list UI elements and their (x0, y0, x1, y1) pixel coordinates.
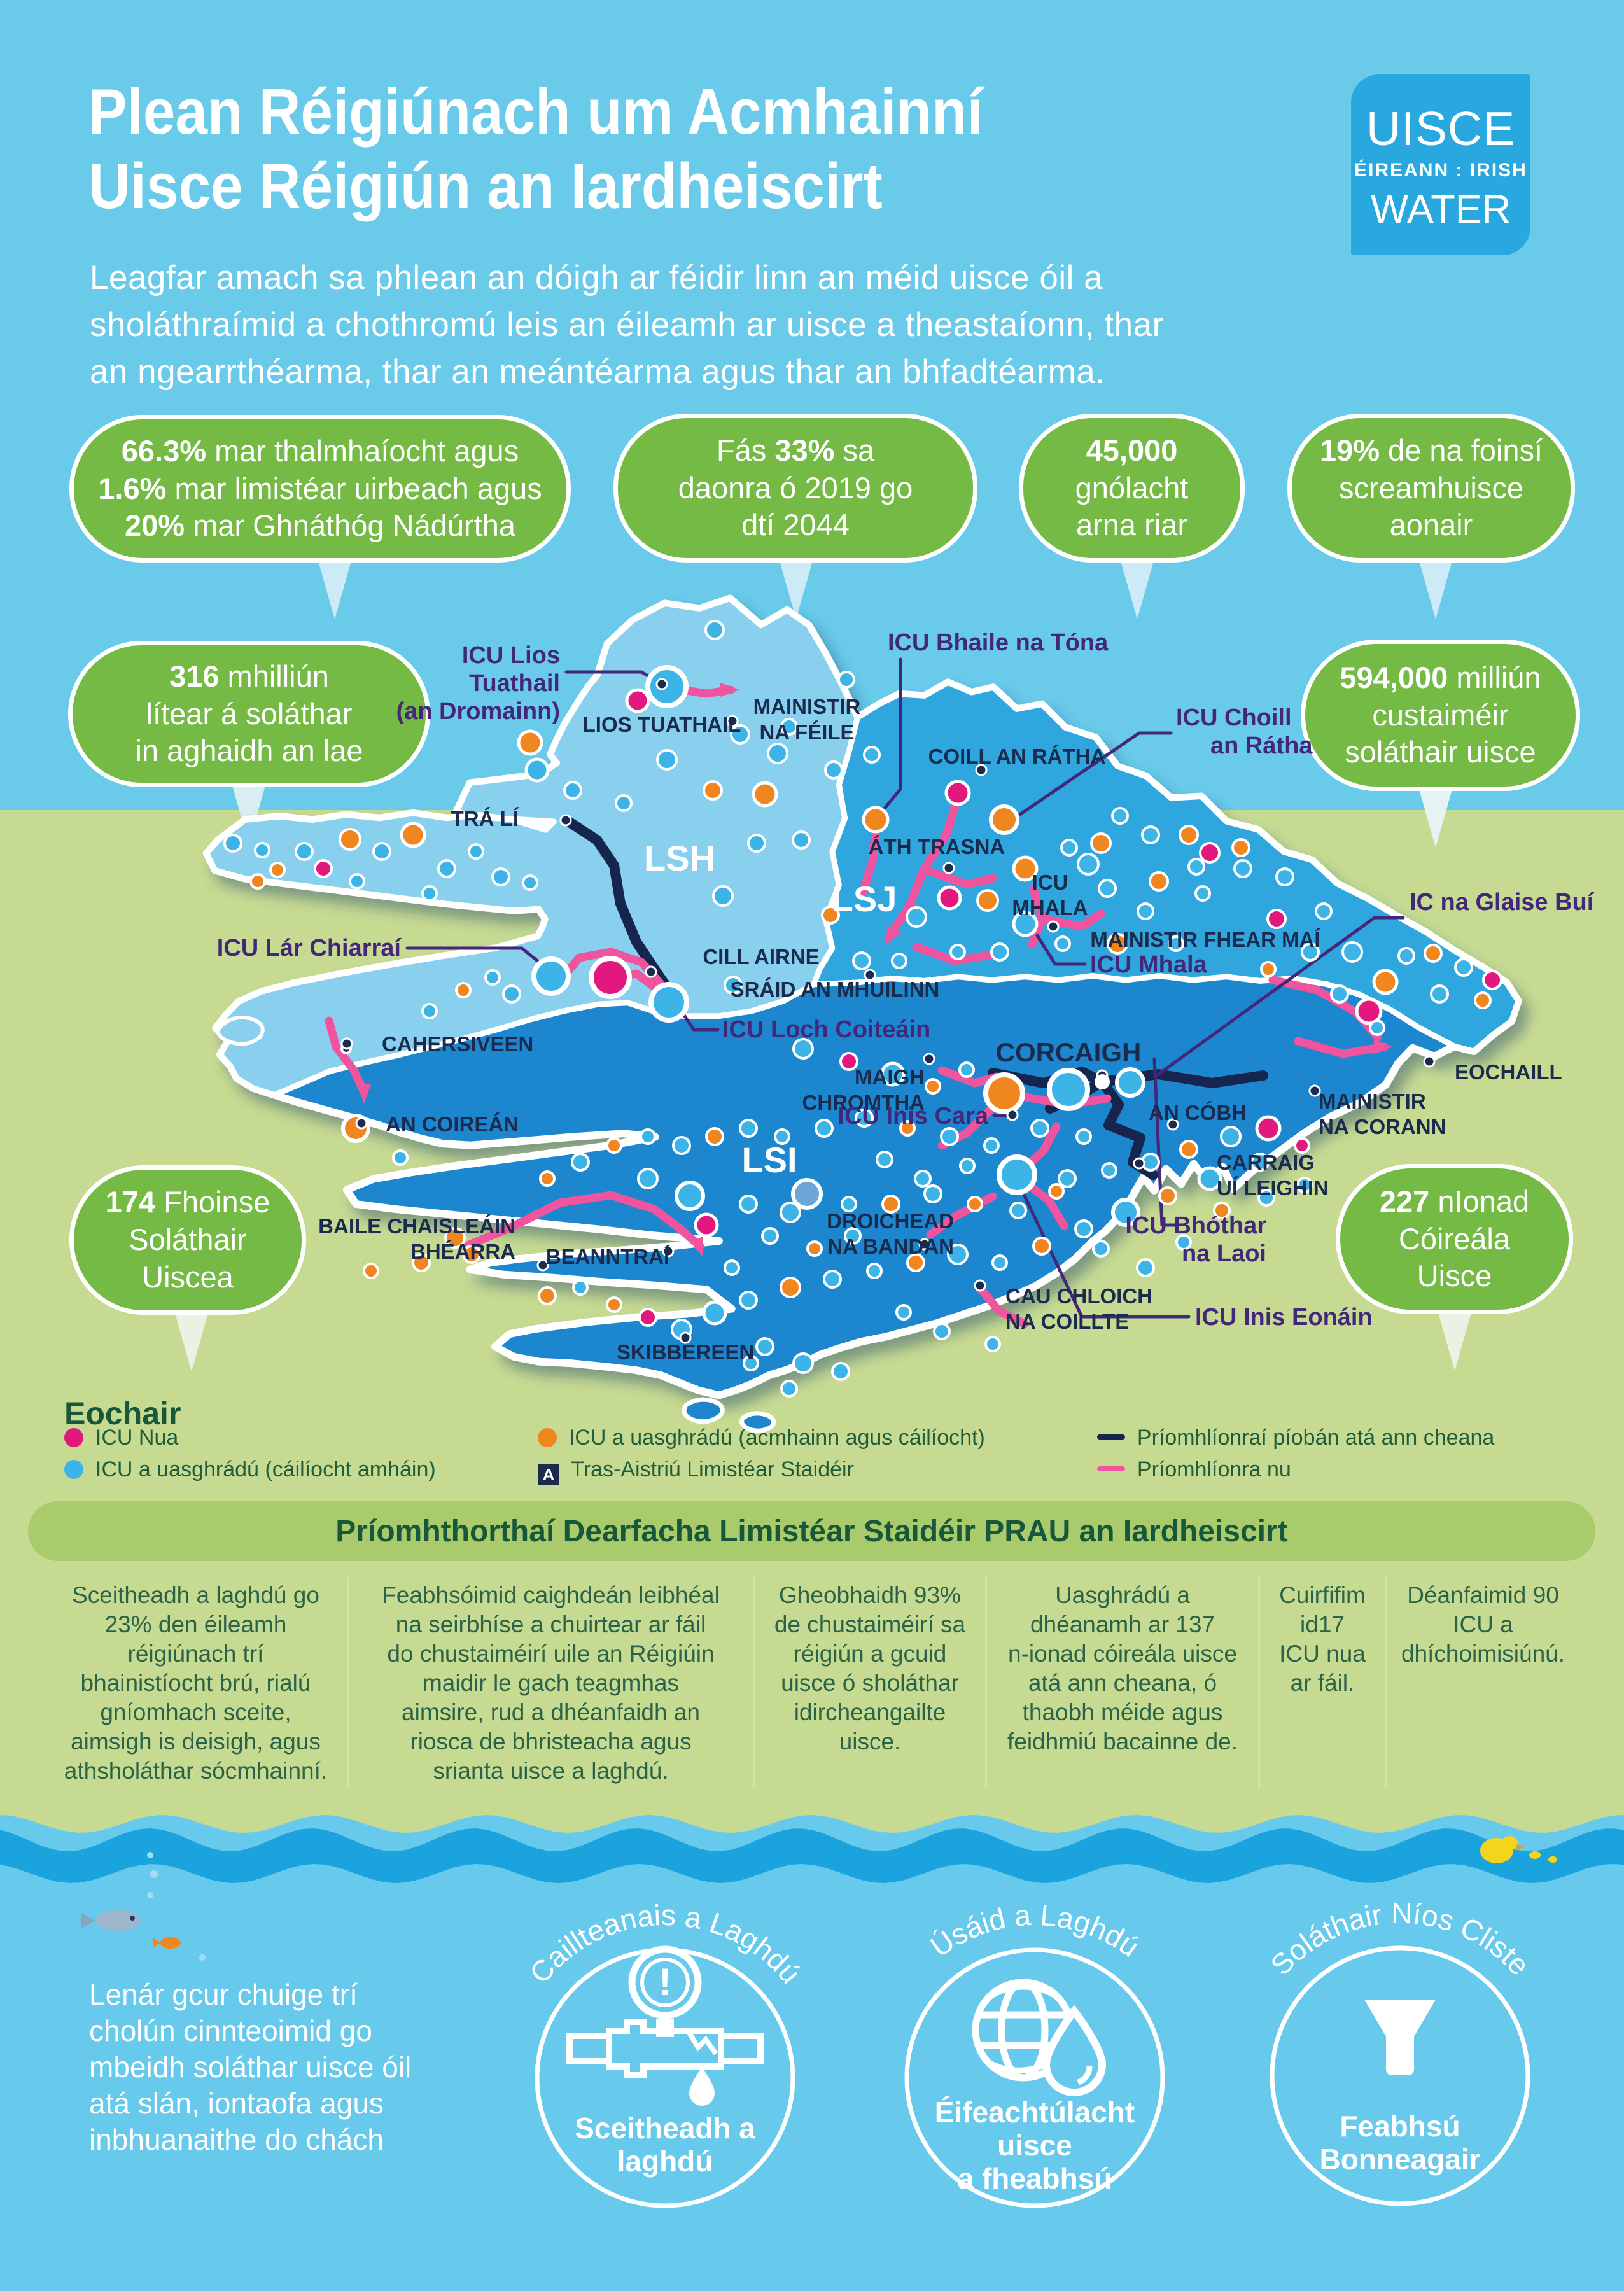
svg-text:Feabhsú: Feabhsú (1340, 2110, 1460, 2143)
svg-text:MAINISTIR: MAINISTIR (1319, 1089, 1426, 1113)
svg-text:BAILE CHAISLEÁIN: BAILE CHAISLEÁIN (318, 1214, 515, 1238)
svg-text:TRÁ LÍ: TRÁ LÍ (451, 807, 519, 830)
svg-text:UÍ LEIGHIN: UÍ LEIGHIN (1217, 1176, 1329, 1200)
svg-text:LSJ: LSJ (832, 879, 897, 919)
svg-text:ICU Lios: ICU Lios (462, 642, 560, 669)
svg-text:an Rátha: an Rátha (1210, 732, 1313, 759)
svg-text:CAU CHLOICH: CAU CHLOICH (1005, 1284, 1152, 1308)
svg-text:Tuathail: Tuathail (469, 670, 560, 697)
svg-text:ICU Inis Eonáin: ICU Inis Eonáin (1195, 1304, 1373, 1331)
svg-text:AN COIREÁN: AN COIREÁN (386, 1112, 519, 1136)
svg-text:CILL AIRNE: CILL AIRNE (703, 945, 819, 969)
svg-text:ICU: ICU (1032, 871, 1068, 894)
svg-text:ÁTH TRASNA: ÁTH TRASNA (869, 835, 1005, 858)
svg-text:cholún cinnteoimid go: cholún cinnteoimid go (89, 2014, 372, 2047)
svg-text:uisce: uisce (997, 2129, 1072, 2162)
svg-text:MAINISTIR FHEAR MAÍ: MAINISTIR FHEAR MAÍ (1090, 928, 1320, 951)
svg-text:LIOS TUATHAIL: LIOS TUATHAIL (583, 713, 741, 736)
svg-text:Sceitheadh a: Sceitheadh a (575, 2112, 755, 2145)
svg-text:ICU Inis Cara: ICU Inis Cara (837, 1103, 988, 1130)
svg-text:ICU Choill: ICU Choill (1176, 704, 1292, 731)
svg-text:inbhuanaithe do chách: inbhuanaithe do chách (89, 2123, 384, 2156)
svg-text:BHÉARRA: BHÉARRA (410, 1240, 515, 1263)
svg-text:ICU Bhaile na Tóna: ICU Bhaile na Tóna (888, 629, 1109, 656)
svg-text:!: ! (659, 1961, 671, 2003)
svg-text:NA CORANN: NA CORANN (1319, 1115, 1446, 1138)
svg-text:NA FÉILE: NA FÉILE (759, 720, 854, 744)
svg-text:CAHERSIVEEN: CAHERSIVEEN (382, 1032, 533, 1056)
svg-text:BEANNTRAÍ: BEANNTRAÍ (546, 1245, 670, 1268)
svg-text:LSH: LSH (644, 838, 715, 878)
svg-text:atá slán, iontaofa agus: atá slán, iontaofa agus (89, 2087, 384, 2120)
svg-text:AN CÓBH: AN CÓBH (1149, 1101, 1247, 1124)
svg-text:IC na Glaise Buí: IC na Glaise Buí (1410, 889, 1595, 916)
svg-text:CORCAIGH: CORCAIGH (996, 1037, 1142, 1067)
svg-text:Bonneagair: Bonneagair (1319, 2143, 1480, 2176)
svg-text:ICU Mhala: ICU Mhala (1090, 951, 1208, 978)
svg-text:NA BANDAN: NA BANDAN (827, 1235, 954, 1258)
svg-text:DROICHEAD: DROICHEAD (827, 1209, 954, 1233)
svg-text:EOCHAILL: EOCHAILL (1455, 1060, 1562, 1084)
svg-text:NA COILLTE: NA COILLTE (1005, 1310, 1129, 1333)
svg-text:ICU Bhóthar: ICU Bhóthar (1125, 1212, 1266, 1239)
svg-text:MHALA: MHALA (1012, 896, 1088, 920)
svg-text:a fheabhsú: a fheabhsú (958, 2162, 1112, 2195)
svg-text:COILL AN RÁTHA: COILL AN RÁTHA (928, 745, 1106, 768)
svg-text:mbeidh soláthar uisce óil: mbeidh soláthar uisce óil (89, 2050, 411, 2084)
svg-text:laghdú: laghdú (617, 2145, 713, 2178)
svg-text:na Laoi: na Laoi (1182, 1240, 1266, 1267)
svg-text:Éifeachtúlacht: Éifeachtúlacht (935, 2096, 1135, 2129)
svg-text:SKIBBEREEN: SKIBBEREEN (617, 1340, 754, 1364)
svg-text:SRÁID AN MHUILINN: SRÁID AN MHUILINN (731, 977, 940, 1001)
svg-text:Lenár gcur chuige trí: Lenár gcur chuige trí (89, 1978, 358, 2011)
svg-text:MAINISTIR: MAINISTIR (753, 695, 861, 718)
svg-text:CHROMTHA: CHROMTHA (802, 1091, 925, 1114)
svg-text:MAIGH: MAIGH (855, 1065, 925, 1089)
svg-text:ICU Lár Chiarraí: ICU Lár Chiarraí (217, 935, 402, 962)
svg-text:CARRAIG: CARRAIG (1217, 1151, 1315, 1174)
svg-text:LSI: LSI (741, 1140, 797, 1180)
svg-text:(an Dromainn): (an Dromainn) (396, 698, 560, 725)
svg-text:ICU Loch Coiteáin: ICU Loch Coiteáin (722, 1016, 930, 1043)
